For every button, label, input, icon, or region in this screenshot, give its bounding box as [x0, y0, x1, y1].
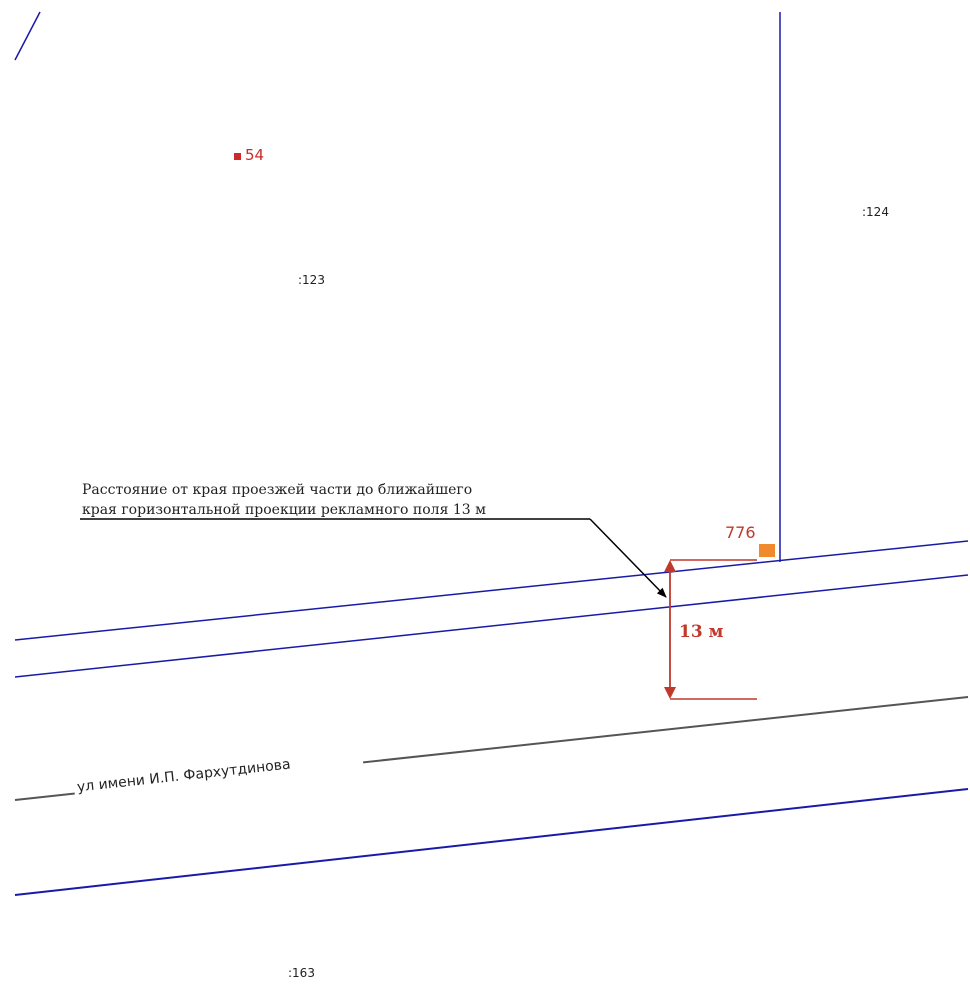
parcel-label-124: :124 — [862, 205, 889, 219]
road-edge-north — [14, 574, 969, 678]
callout-line-2: края горизонтальной проекции рекламного … — [82, 502, 486, 518]
dimension-arrow-bottom — [664, 687, 676, 699]
callout-leader-arrow — [589, 518, 667, 598]
dimension-arrow-top — [664, 560, 676, 572]
parcel-label-163: :163 — [288, 966, 315, 980]
boundary-fragment — [14, 11, 41, 61]
billboard-label: 776 — [725, 523, 756, 542]
callout-line-1: Расстояние от края проезжей части до бли… — [82, 482, 472, 498]
street-label-bg — [73, 746, 364, 798]
dimension-label: 13 м — [679, 622, 724, 642]
road-boundary-south — [14, 788, 969, 896]
parcel-label-123: :123 — [298, 273, 325, 287]
point-label: 54 — [245, 146, 264, 164]
point-marker — [234, 153, 241, 160]
billboard-marker — [759, 544, 775, 557]
road-boundary-north — [14, 540, 969, 641]
